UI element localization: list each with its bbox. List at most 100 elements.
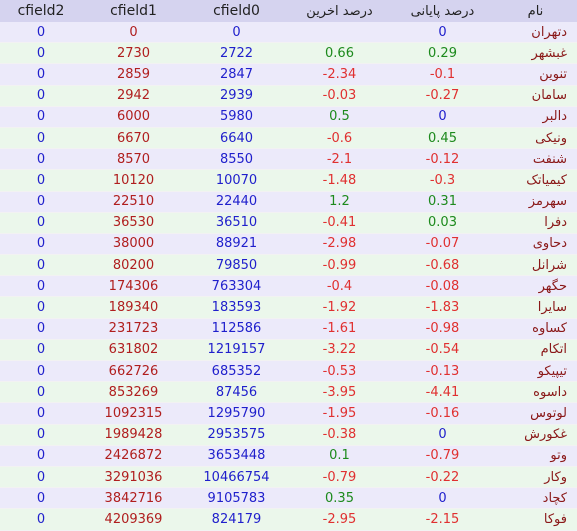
table-row[interactable]: 0 6670 6640 -0.6 0.45 ونیکی [0,127,577,150]
cell-cfield0: 10466754 [185,466,288,489]
cell-cfield2: 0 [0,212,82,234]
table-row[interactable]: 0 1989428 2953575 -0.38 0 غکورش [0,424,577,446]
cell-last-percent: -1.48 [288,169,391,192]
cell-cfield0: 6640 [185,127,288,150]
cell-last-percent: 0.5 [288,106,391,128]
column-header-cfield1[interactable]: cfield1 [82,0,185,22]
table-row[interactable]: 0 1092315 1295790 -1.95 -0.16 لوتوس [0,402,577,425]
cell-cfield2: 0 [0,63,82,86]
header-row: cfield2 cfield1 cfield0 درصد اخرین درصد … [0,0,577,22]
cell-final-percent: -0.54 [391,339,494,362]
cell-cfield0: 36510 [185,212,288,234]
cell-final-percent: -0.79 [391,445,494,467]
cell-cfield0: 88921 [185,233,288,256]
cell-name: لوتوس [494,402,577,425]
cell-last-percent: -2.1 [288,148,391,171]
cell-final-percent: -0.12 [391,148,494,171]
cell-last-percent: -0.03 [288,85,391,107]
cell-cfield1: 2859 [82,63,185,86]
table-row[interactable]: 0 2426872 3653448 0.1 -0.79 وتو [0,445,577,467]
cell-cfield1: 174306 [82,275,185,298]
cell-final-percent: 0.29 [391,42,494,65]
cell-cfield0: 10070 [185,169,288,192]
cell-last-percent: -0.38 [288,424,391,446]
table-row[interactable]: 0 3291036 10466754 -0.79 -0.22 وکار [0,466,577,489]
table-row[interactable]: 0 10120 10070 -1.48 -0.3 کیمیاتک [0,169,577,192]
cell-cfield1: 1989428 [82,424,185,446]
cell-cfield1: 0 [82,22,185,44]
cell-cfield1: 1092315 [82,402,185,425]
table-row[interactable]: 0 22510 22440 1.2 0.31 سهرمز [0,191,577,213]
cell-cfield1: 2730 [82,42,185,65]
cell-name: داسوه [494,381,577,404]
table-row[interactable]: 0 2859 2847 -2.34 -0.1 تنوین [0,63,577,86]
table-row[interactable]: 0 80200 79850 -0.99 -0.68 شرانل [0,254,577,277]
table-row[interactable]: 0 2942 2939 -0.03 -0.27 سامان [0,85,577,107]
cell-name: کیمیاتک [494,169,577,192]
table-row[interactable]: 0 3842716 9105783 0.35 0 کچاد [0,487,577,510]
cell-cfield1: 3842716 [82,487,185,510]
cell-name: وتو [494,445,577,467]
table-row[interactable]: 0 174306 763304 -0.4 -0.08 حگهر [0,275,577,298]
cell-cfield1: 2942 [82,85,185,107]
cell-final-percent: -0.1 [391,63,494,86]
cell-cfield2: 0 [0,318,82,340]
table-row[interactable]: 0 8570 8550 -2.1 -0.12 شنفت [0,148,577,171]
table-row[interactable]: 0 662726 685352 -0.53 -0.13 تیپیکو [0,360,577,383]
table-row[interactable]: 0 0 0 0 دتهران [0,22,577,44]
cell-final-percent: -0.13 [391,360,494,383]
cell-name: وکار [494,466,577,489]
cell-name: غبشهر [494,42,577,65]
cell-cfield2: 0 [0,424,82,446]
cell-cfield0: 2953575 [185,424,288,446]
cell-cfield0: 0 [185,22,288,44]
column-header-cfield0[interactable]: cfield0 [185,0,288,22]
table-row[interactable]: 0 4209369 824179 -2.95 -2.15 فوکا [0,508,577,531]
cell-cfield1: 189340 [82,296,185,319]
cell-cfield2: 0 [0,360,82,383]
table-row[interactable]: 0 231723 112586 -1.61 -0.98 کساوه [0,318,577,340]
cell-final-percent: -4.41 [391,381,494,404]
column-header-last-percent[interactable]: درصد اخرین [288,0,391,22]
cell-last-percent: 0.66 [288,42,391,65]
table-row[interactable]: 0 631802 1219157 -3.22 -0.54 اتکام [0,339,577,362]
cell-cfield0: 2722 [185,42,288,65]
cell-name: سایرا [494,296,577,319]
table-row[interactable]: 0 36530 36510 -0.41 0.03 دفرا [0,212,577,234]
cell-name: دحاوی [494,233,577,256]
cell-last-percent: -2.98 [288,233,391,256]
cell-last-percent: -2.34 [288,63,391,86]
table-row[interactable]: 0 38000 88921 -2.98 -0.07 دحاوی [0,233,577,256]
cell-last-percent: -2.95 [288,508,391,531]
cell-final-percent: 0 [391,424,494,446]
cell-cfield1: 662726 [82,360,185,383]
cell-cfield1: 3291036 [82,466,185,489]
cell-cfield0: 5980 [185,106,288,128]
cell-last-percent: -3.95 [288,381,391,404]
cell-cfield0: 763304 [185,275,288,298]
table-row[interactable]: 0 2730 2722 0.66 0.29 غبشهر [0,42,577,65]
cell-last-percent: -0.79 [288,466,391,489]
cell-last-percent: -0.53 [288,360,391,383]
cell-cfield2: 0 [0,254,82,277]
cell-cfield1: 6000 [82,106,185,128]
cell-final-percent: -1.83 [391,296,494,319]
cell-final-percent: -0.3 [391,169,494,192]
cell-cfield2: 0 [0,191,82,213]
cell-cfield0: 685352 [185,360,288,383]
cell-cfield1: 38000 [82,233,185,256]
column-header-cfield2[interactable]: cfield2 [0,0,82,22]
column-header-name[interactable]: نام [494,0,577,22]
table-row[interactable]: 0 6000 5980 0.5 0 دالبر [0,106,577,128]
column-header-final-percent[interactable]: درصد پایانی [391,0,494,22]
cell-final-percent: -0.16 [391,402,494,425]
table-row[interactable]: 0 189340 183593 -1.92 -1.83 سایرا [0,296,577,319]
cell-cfield2: 0 [0,508,82,531]
cell-final-percent: 0.31 [391,191,494,213]
cell-cfield2: 0 [0,487,82,510]
cell-last-percent: -0.99 [288,254,391,277]
cell-final-percent: 0 [391,487,494,510]
cell-cfield1: 6670 [82,127,185,150]
table-row[interactable]: 0 853269 87456 -3.95 -4.41 داسوه [0,381,577,404]
cell-name: فوکا [494,508,577,531]
